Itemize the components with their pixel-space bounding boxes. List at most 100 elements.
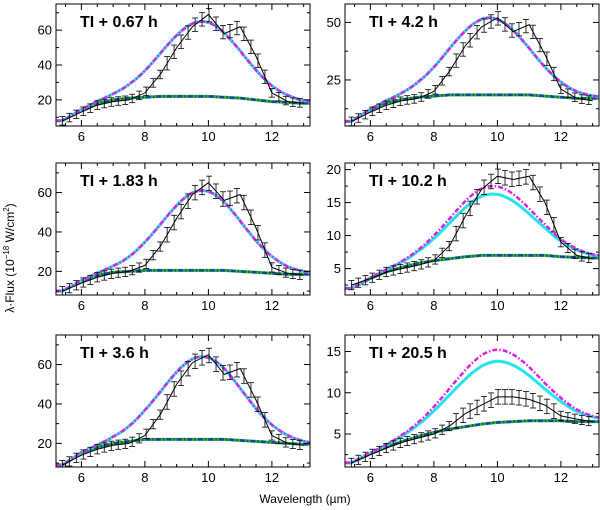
x-axis-title: Wavelength (µm) xyxy=(259,492,350,506)
model-line-magenta xyxy=(345,348,599,464)
error-bar xyxy=(474,399,481,416)
error-bar xyxy=(467,403,474,419)
y-tick-label: 60 xyxy=(38,23,52,38)
error-bar xyxy=(550,403,557,419)
error-bar xyxy=(578,414,585,425)
error-bar xyxy=(206,8,213,23)
error-bar xyxy=(185,25,192,40)
error-bar xyxy=(536,37,543,53)
x-tick-label: 12 xyxy=(554,470,568,485)
error-bar xyxy=(122,95,129,105)
error-bar xyxy=(220,24,227,40)
x-tick-label: 6 xyxy=(78,470,85,485)
error-bar xyxy=(233,188,240,204)
continuum-line-blue xyxy=(56,95,310,123)
error-bar xyxy=(362,109,369,120)
error-bar xyxy=(129,93,136,104)
error-bar xyxy=(557,410,564,421)
panel-frame xyxy=(55,334,311,468)
error-bar xyxy=(536,395,543,411)
model-line-magenta xyxy=(56,20,310,122)
observed-line xyxy=(351,396,593,464)
error-bar xyxy=(460,407,467,424)
panel-frame xyxy=(344,334,600,468)
panel-frame xyxy=(344,3,600,127)
error-bar xyxy=(199,179,206,196)
error-bar xyxy=(108,440,115,451)
error-bar xyxy=(143,428,150,439)
error-bar xyxy=(515,390,522,406)
error-bar xyxy=(233,362,240,378)
error-bar xyxy=(59,116,66,126)
error-bar xyxy=(164,56,171,71)
error-bar xyxy=(213,183,220,199)
error-bar xyxy=(192,184,199,201)
observed-line xyxy=(62,182,304,292)
error-bar xyxy=(543,199,550,216)
error-bar xyxy=(383,266,390,277)
error-bar xyxy=(213,16,220,31)
error-bar xyxy=(529,24,536,40)
y-tick-label: 20 xyxy=(38,436,52,451)
error-bar xyxy=(80,449,87,460)
error-bar xyxy=(467,200,474,217)
error-bar xyxy=(355,454,362,465)
error-bar xyxy=(369,106,376,117)
error-bar xyxy=(543,398,550,415)
error-bar xyxy=(261,69,268,84)
error-bar xyxy=(73,280,80,291)
y-tick-label: 25 xyxy=(327,72,341,87)
error-bar xyxy=(261,242,268,258)
error-bar xyxy=(240,26,247,41)
error-bar xyxy=(185,360,192,377)
panel-title: TI + 10.2 h xyxy=(369,173,447,190)
x-tick-label: 8 xyxy=(430,129,437,144)
error-bar xyxy=(213,356,220,372)
panel-title: TI + 0.67 h xyxy=(80,14,158,31)
error-bar xyxy=(157,241,164,252)
x-tick-label: 12 xyxy=(265,470,279,485)
error-bar xyxy=(275,433,282,444)
error-bar xyxy=(226,190,233,206)
error-bar xyxy=(171,381,178,397)
x-tick-label: 12 xyxy=(554,298,568,313)
error-bar xyxy=(101,98,108,109)
error-bar xyxy=(185,193,192,209)
error-bar xyxy=(164,394,171,410)
error-bar xyxy=(467,33,474,48)
error-bar xyxy=(481,179,488,195)
error-bar xyxy=(557,84,564,94)
error-bar xyxy=(522,169,529,185)
error-bar xyxy=(296,269,303,280)
error-bar xyxy=(254,396,261,412)
error-bar xyxy=(80,106,87,116)
error-bar xyxy=(418,432,425,443)
error-bar xyxy=(150,419,157,430)
model-line-cyan xyxy=(345,192,599,290)
error-bar xyxy=(439,76,446,86)
x-tick-label: 12 xyxy=(265,129,279,144)
error-bar xyxy=(282,95,289,106)
x-tick-label: 8 xyxy=(141,129,148,144)
error-bar xyxy=(453,413,460,429)
error-bar xyxy=(192,353,199,369)
error-bar xyxy=(122,438,129,449)
error-bar xyxy=(509,389,516,405)
y-tick-label: 60 xyxy=(38,185,52,200)
model-line-cyan xyxy=(56,189,310,293)
error-bar xyxy=(397,263,404,275)
error-bar xyxy=(418,92,425,102)
x-tick-label: 10 xyxy=(490,470,504,485)
plot-area xyxy=(345,11,599,126)
error-bar xyxy=(94,100,101,110)
error-bar xyxy=(87,103,94,113)
x-tick-label: 12 xyxy=(265,298,279,313)
x-tick-label: 8 xyxy=(430,470,437,485)
x-tick-label: 6 xyxy=(78,129,85,144)
error-bar xyxy=(150,250,157,261)
error-bar xyxy=(247,39,254,54)
error-bar xyxy=(282,437,289,448)
error-bar xyxy=(115,439,122,450)
error-bar xyxy=(543,51,550,66)
